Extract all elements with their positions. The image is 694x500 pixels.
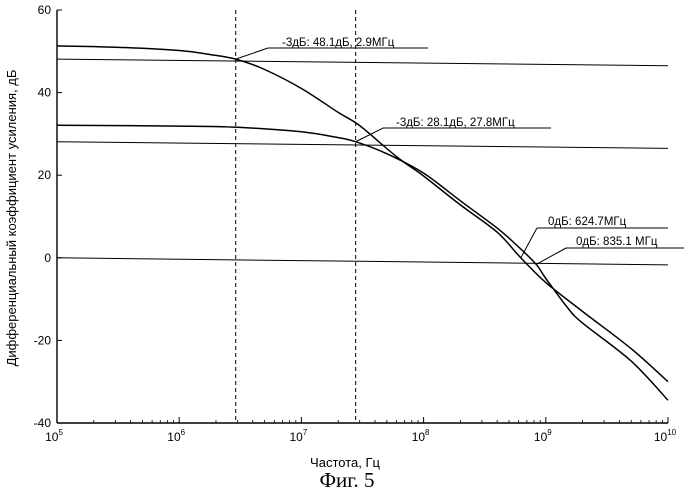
y-tick-label: 0 bbox=[44, 251, 51, 265]
x-tick-label: 107 bbox=[289, 428, 307, 444]
y-tick-label: 60 bbox=[38, 3, 52, 17]
x-tick-label: 108 bbox=[412, 428, 430, 444]
y-tick-label: -40 bbox=[34, 416, 52, 430]
annotation-label: 0дБ: 835.1 МГц bbox=[576, 236, 658, 248]
x-tick-label: 1010 bbox=[654, 428, 677, 444]
annotation-leader bbox=[535, 247, 567, 265]
x-tick-label: 109 bbox=[534, 428, 552, 444]
reference-line bbox=[56, 58, 669, 67]
annotation-label: 0дБ: 624.7МГц bbox=[548, 216, 627, 228]
figure-caption: Фиг. 5 bbox=[319, 468, 375, 492]
y-tick-label: 20 bbox=[38, 168, 52, 182]
y-axis-label: Дифференциальный коэффициент усиления, д… bbox=[4, 70, 19, 367]
annotation-leader bbox=[520, 227, 538, 259]
annotation-label: -3дБ: 48.1дБ, 2.9МГц bbox=[282, 37, 395, 49]
y-tick-label: 40 bbox=[38, 86, 52, 100]
x-axis-label: Частота, Гц bbox=[310, 455, 380, 470]
annotation-leader bbox=[235, 47, 269, 60]
reference-line bbox=[56, 257, 669, 266]
x-tick-label: 105 bbox=[45, 428, 63, 444]
y-tick-label: -20 bbox=[34, 333, 52, 347]
x-tick-label: 106 bbox=[167, 428, 185, 444]
gain-curve-2 bbox=[56, 124, 669, 401]
annotation-label: -3дБ: 28.1дБ, 27.8МГц bbox=[396, 117, 515, 129]
reference-line bbox=[56, 141, 669, 149]
annotation-leader bbox=[355, 127, 384, 143]
gain-curve-1 bbox=[56, 45, 669, 383]
